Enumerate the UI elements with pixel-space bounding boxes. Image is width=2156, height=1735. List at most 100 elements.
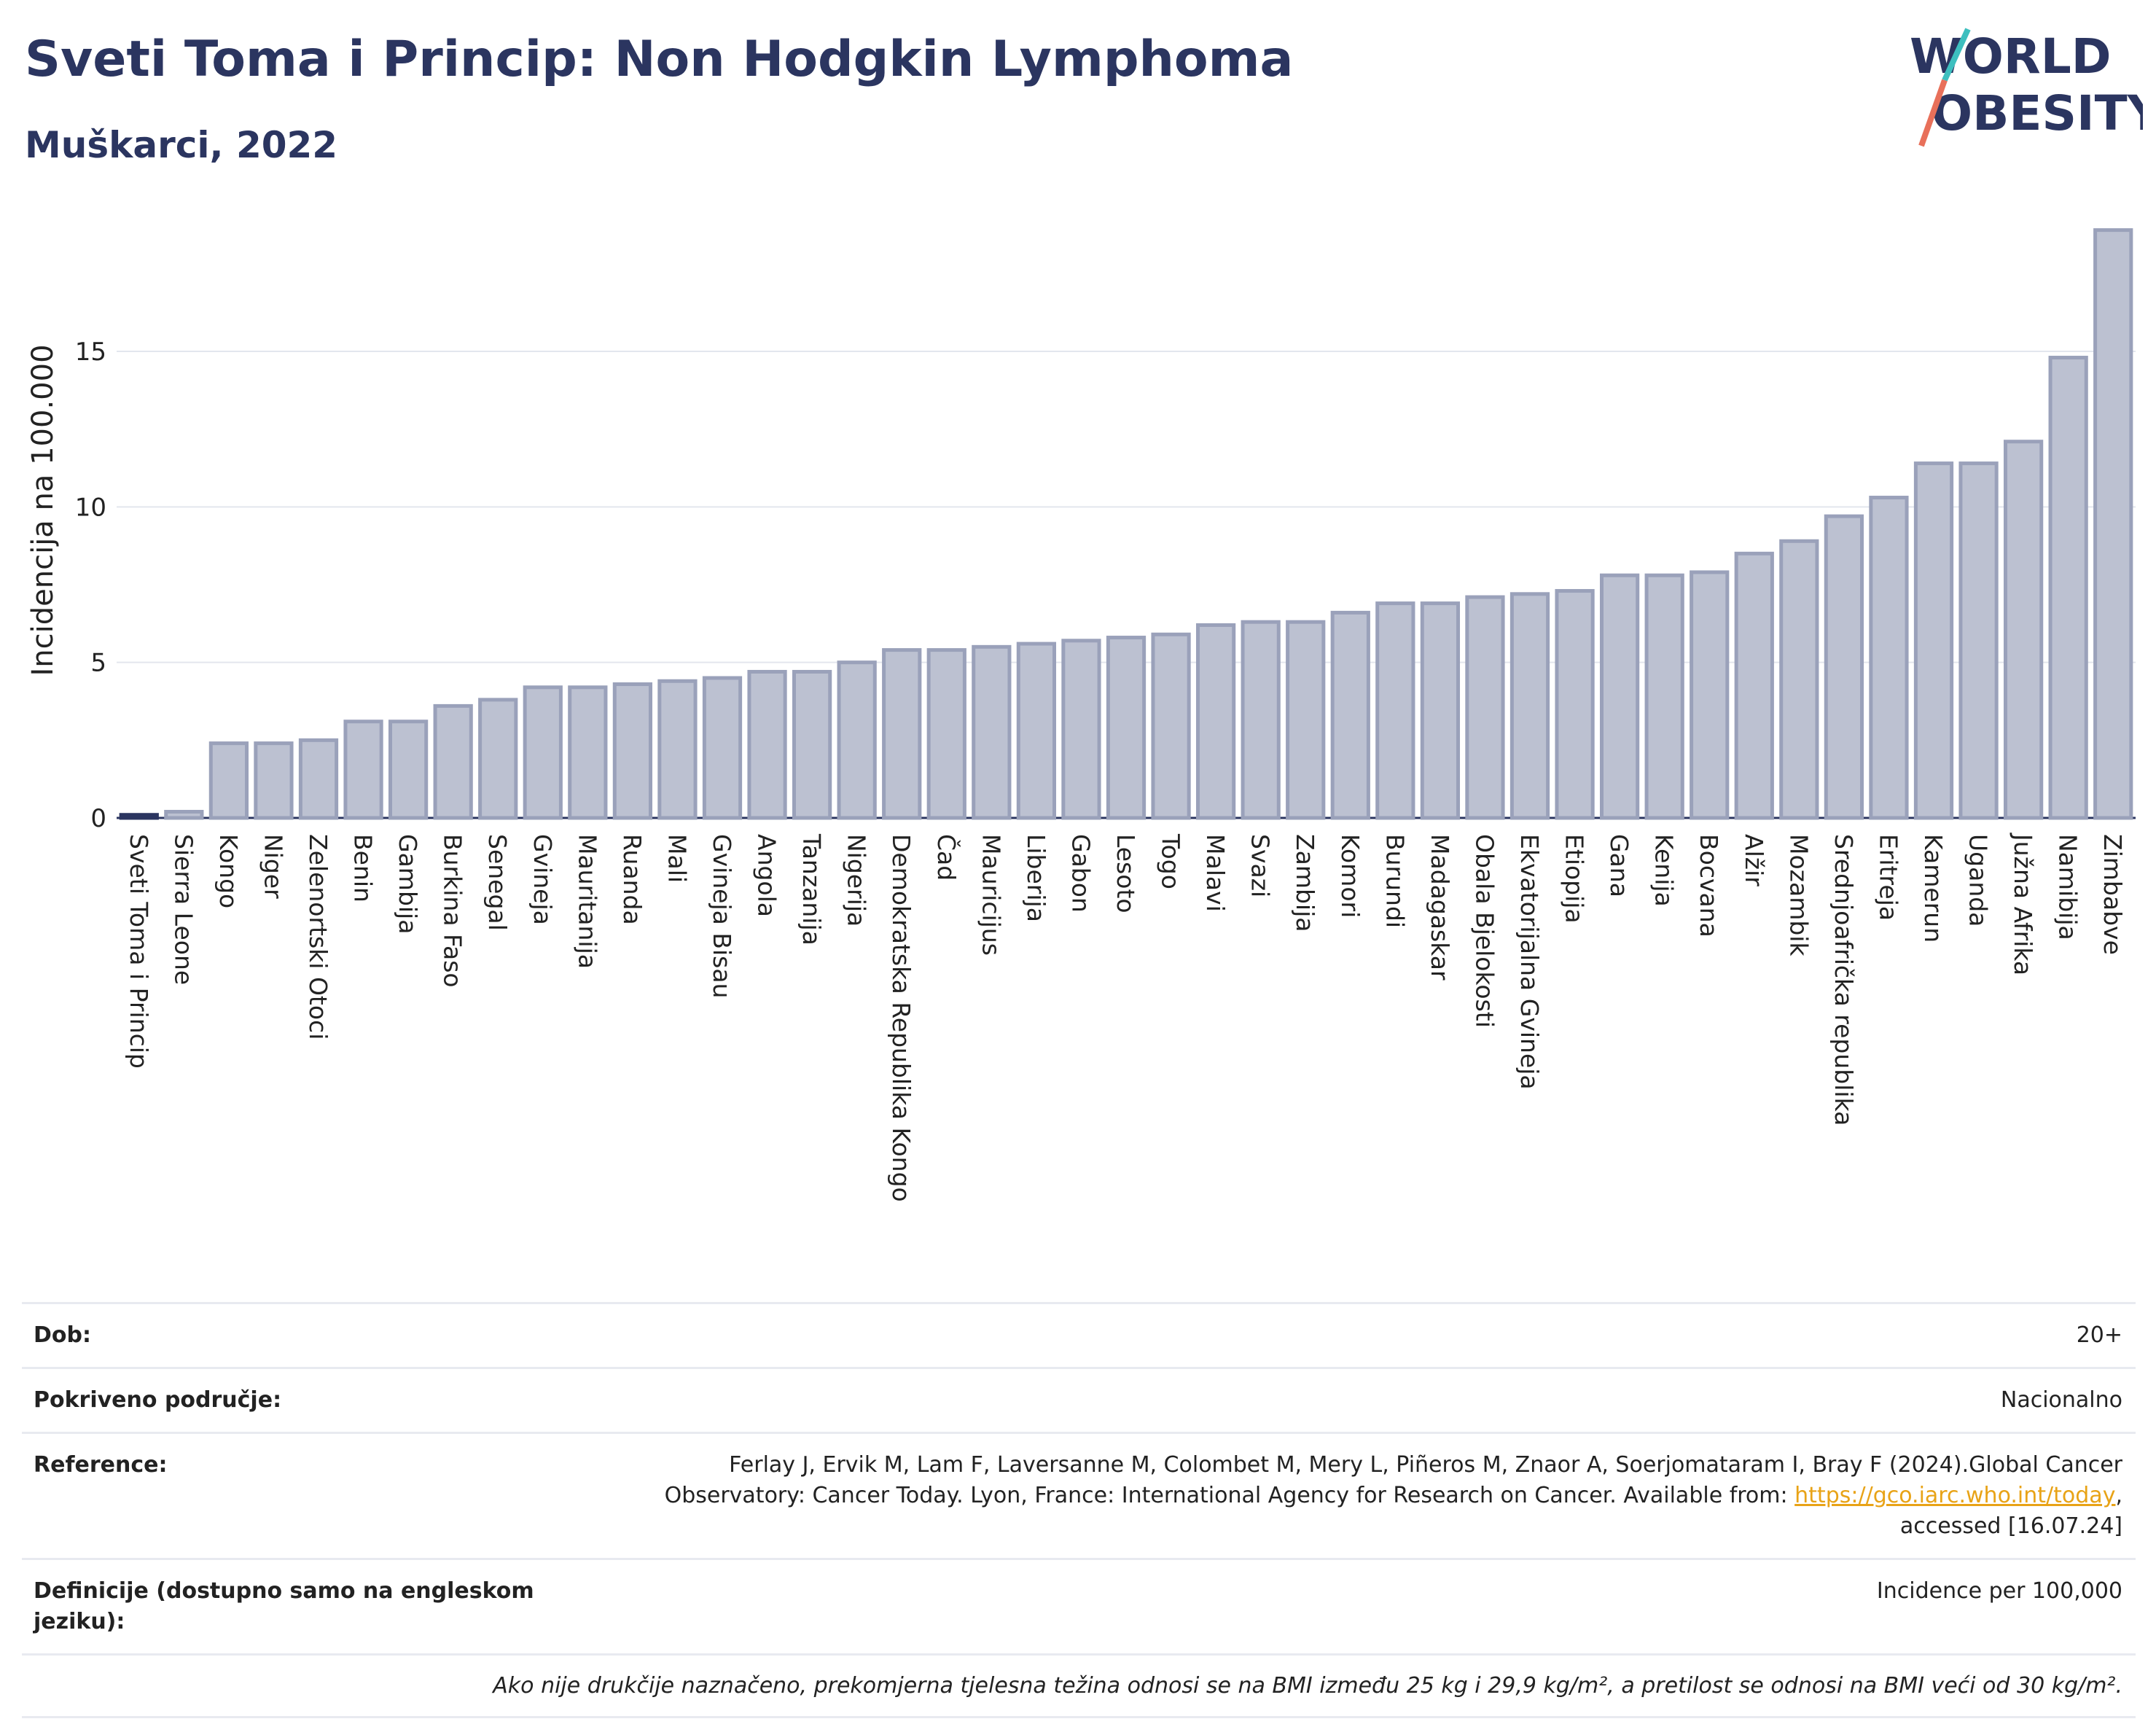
bar [926,648,966,820]
x-tick-label: Srednjoafrička republika [1829,834,1858,1126]
meta-value: Nacionalno [2000,1387,2122,1413]
x-tick-label: Mozambik [1784,834,1813,956]
x-tick-label: Gana [1605,834,1633,897]
x-tick-label: Kenija [1650,834,1679,907]
x-tick-label: Malavi [1201,834,1230,912]
bar [1061,639,1101,820]
bar [433,703,473,820]
bar [2048,356,2088,820]
y-tick-label: 5 [90,649,106,678]
bar [1375,601,1415,820]
bar [612,682,653,820]
x-axis-labels: Sveti Toma i Princip Sierra Leone Kongo Nig… [125,833,2127,1202]
meta-value-reference: Ferlay J, Ervik M, Lam F, Laversanne M, … [606,1450,2122,1542]
bar [1958,461,1999,820]
bar [702,676,743,820]
bar [1286,620,1326,820]
bar [568,685,608,820]
x-tick-label: Sveti Toma i Princip [125,834,153,1069]
bar [1779,539,1819,820]
x-tick-label: Tanzanija [797,833,826,946]
bar [388,720,429,820]
bar [747,669,787,820]
logo-coral-slash [1918,79,1948,147]
meta-value: 20+ [2076,1322,2122,1348]
bar [119,813,159,820]
bar [1509,592,1550,820]
x-tick-label: Svazi [1246,834,1275,897]
y-tick-label: 15 [75,338,106,367]
x-tick-label: Čad [932,834,961,881]
bar [208,741,249,820]
logo-teal-slash [1942,28,1971,82]
x-tick-label: Senegal [483,834,512,931]
meta-row-reference: Reference: Ferlay J, Ervik M, Lam F, Lav… [22,1432,2136,1558]
bar [164,809,204,820]
x-tick-label: Nigerija [843,834,871,927]
bars [119,228,2133,820]
x-tick-label: Bocvana [1695,834,1723,937]
y-tick-label: 0 [90,804,106,833]
x-tick-label: Obala Bjelokosti [1470,834,1499,1028]
bar [1824,514,1864,820]
page-title: Sveti Toma i Princip: Non Hodgkin Lympho… [25,31,1294,88]
y-tick-label: 10 [75,493,106,522]
x-tick-label: Uganda [1964,834,1993,927]
world-obesity-logo: WORLD OBESITY [1910,28,2143,147]
bar [478,698,518,820]
bar [837,660,877,820]
bar [1016,642,1057,820]
x-tick-label: Eritreja [1874,834,1902,921]
bar [1151,632,1191,820]
x-tick-label: Benin [349,834,378,902]
x-tick-label: Južna Afrika [2009,833,2037,975]
bar [343,720,383,820]
x-tick-label: Ekvatorijalna Gvineja [1515,834,1544,1090]
bar [882,648,922,820]
bar [657,679,698,820]
meta-label: Dob: [34,1322,91,1348]
x-tick-label: Zambija [1291,834,1319,932]
bar [1734,551,1774,820]
bar [298,738,339,820]
x-tick-label: Ruanda [618,834,647,925]
x-tick-label: Kamerun [1919,834,1948,943]
x-tick-label: Namibija [2054,834,2082,940]
x-tick-label: Kongo [214,834,243,908]
bar [1599,573,1640,820]
x-tick-label: Etiopija [1561,834,1589,924]
x-tick-label: Mauricijus [977,834,1005,956]
meta-row-definitions: Definicije (dostupno samo na engleskom j… [22,1558,2136,1653]
x-tick-label: Mauritanija [573,834,601,969]
bar [254,741,294,820]
logo-line1: WORLD [1910,28,2112,85]
metadata-table: Dob: 20+ Pokriveno područje: Nacionalno … [22,1302,2136,1718]
x-tick-label: Gabon [1066,834,1095,913]
x-tick-label: Alžir [1740,834,1768,886]
x-tick-label: Mali [663,834,691,883]
bar [972,644,1012,820]
bar [523,685,563,820]
x-tick-label: Togo [1157,833,1185,889]
bar [1555,589,1595,820]
bar [1913,461,1954,820]
bar [2093,228,2133,820]
x-tick-label: Madagaskar [1426,834,1454,980]
reference-accessed: , accessed [16.07.24] [1899,1483,2122,1539]
y-axis-title: Incidencija na 100.000 [26,344,60,676]
x-tick-label: Lesoto [1112,834,1140,913]
meta-label: Definicije (dostupno samo na engleskom j… [34,1578,534,1634]
meta-value: Incidence per 100,000 [1876,1578,2122,1604]
bar [1465,595,1505,820]
meta-label: Reference: [34,1452,168,1478]
x-tick-label: Liberija [1022,834,1050,922]
x-tick-label: Demokratska Republika Kongo [887,834,915,1202]
reference-link[interactable]: https://gco.iarc.who.int/today [1794,1483,2116,1508]
bar [1644,573,1684,820]
bar [1106,636,1147,820]
bar [792,669,832,820]
footnote: Ako nije drukčije naznačeno, prekomjerna… [22,1653,2136,1718]
x-tick-label: Sierra Leone [169,834,198,985]
bar [1869,496,1909,820]
bar [2003,440,2044,820]
